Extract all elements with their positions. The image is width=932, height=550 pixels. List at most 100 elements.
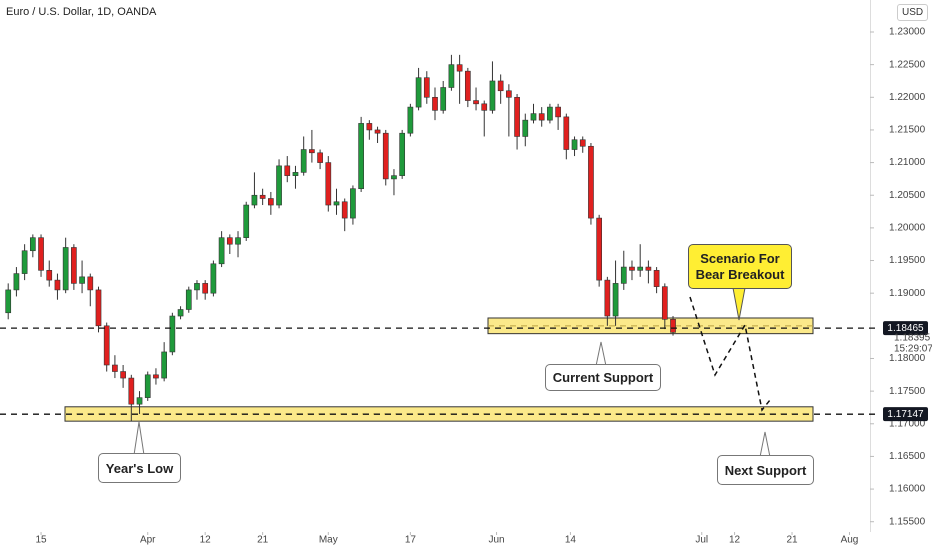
- candle-body: [604, 279, 611, 317]
- candle-body: [432, 96, 438, 111]
- candle-body: [136, 397, 143, 405]
- candle-body: [506, 90, 512, 98]
- callout: Scenario For Bear Breakout: [688, 244, 792, 289]
- candle-body: [251, 194, 258, 206]
- candle-body: [120, 371, 126, 379]
- candle-body: [514, 96, 520, 137]
- candle-body: [5, 289, 12, 314]
- candle-body: [448, 64, 455, 88]
- x-tick-label: Apr: [140, 535, 156, 546]
- candle-body: [637, 266, 644, 271]
- candle-body: [341, 201, 348, 219]
- candle-body: [579, 139, 586, 147]
- y-tick-label: 1.17000: [889, 418, 926, 429]
- y-tick-label: 1.17500: [889, 386, 926, 397]
- callout: Current Support: [545, 364, 661, 391]
- candle-body: [112, 364, 118, 372]
- y-tick-label: 1.15500: [889, 516, 926, 527]
- callout-pointer: [133, 421, 145, 456]
- candle-body: [276, 165, 282, 206]
- candle-body: [95, 289, 102, 327]
- candle-body: [612, 283, 619, 317]
- candle-body: [629, 266, 635, 271]
- candle-body: [292, 172, 299, 176]
- y-tick-label: 1.18000: [889, 353, 926, 364]
- candle-body: [547, 106, 553, 121]
- callout-pointer: [759, 431, 771, 458]
- candle-body: [300, 149, 307, 173]
- candle-body: [473, 100, 479, 105]
- candle-body: [284, 165, 291, 176]
- zones: [64, 317, 814, 422]
- candle-body: [317, 152, 323, 163]
- last-price: 1.18395: [894, 332, 931, 343]
- y-tick-label: 1.20000: [889, 223, 926, 234]
- plot: [5, 54, 676, 422]
- candle-body: [144, 374, 151, 398]
- candle-body: [54, 279, 61, 291]
- candle-body: [202, 283, 209, 294]
- candle-body: [456, 64, 463, 72]
- candle-body: [661, 286, 668, 320]
- countdown: 15:29:07: [894, 343, 932, 354]
- x-tick-label: 21: [786, 535, 798, 546]
- candle-body: [374, 129, 381, 134]
- candle-body: [177, 309, 184, 317]
- candle-body: [21, 250, 28, 274]
- y-tick-label: 1.19500: [889, 255, 926, 266]
- candle-body: [415, 77, 422, 108]
- price-label-box: [883, 321, 928, 336]
- candle-body: [194, 283, 200, 291]
- candle-body: [161, 351, 167, 379]
- x-tick-label: 21: [257, 535, 269, 546]
- candle-body: [87, 276, 94, 291]
- x-tick-label: 15: [35, 535, 47, 546]
- candle-body: [538, 113, 545, 121]
- x-tick-label: May: [319, 535, 338, 546]
- candle-body: [333, 201, 340, 206]
- y-tick-label: 1.22500: [889, 59, 926, 70]
- candle-body: [497, 80, 504, 92]
- currency: USD: [897, 4, 929, 21]
- candle-body: [620, 266, 627, 284]
- y-tick-label: 1.16000: [889, 484, 926, 495]
- candle-body: [382, 132, 389, 180]
- candle-body: [71, 247, 77, 284]
- x-tick-label: 17: [405, 535, 417, 546]
- candle-body: [645, 266, 652, 271]
- candle-body: [653, 270, 660, 287]
- y-tick-label: 1.19000: [889, 288, 926, 299]
- candle-body: [210, 263, 217, 294]
- candle-body: [489, 80, 496, 111]
- candle-body: [530, 113, 537, 121]
- price-label: 1.17147: [887, 409, 924, 420]
- x-tick-label: Aug: [841, 535, 859, 546]
- candle-body: [309, 149, 315, 154]
- callout: Next Support: [717, 455, 814, 485]
- candle-body: [169, 315, 176, 353]
- candle-body: [522, 119, 529, 137]
- x-tick-label: Jun: [488, 535, 504, 546]
- candle-body: [29, 237, 36, 252]
- y-tick-label: 1.21000: [889, 157, 926, 168]
- x-tick-label: 12: [200, 535, 212, 546]
- y-tick-label: 1.21500: [889, 125, 926, 136]
- candle-body: [153, 374, 159, 379]
- candle-body: [235, 237, 241, 245]
- candle-body: [563, 116, 570, 150]
- candle-body: [268, 198, 274, 206]
- candle-body: [350, 188, 356, 219]
- price-label: 1.18465: [887, 323, 924, 334]
- price-label-box: [883, 407, 928, 422]
- y-tick-label: 1.16500: [889, 451, 926, 462]
- candle-body: [226, 237, 233, 245]
- x-tick-label: Jul: [695, 535, 708, 546]
- candle-body: [243, 204, 250, 238]
- candle-body: [423, 77, 430, 98]
- candle-body: [555, 106, 561, 118]
- candle-body: [62, 247, 69, 291]
- candle-body: [218, 237, 225, 265]
- candle-body: [103, 325, 110, 366]
- candle-body: [399, 132, 406, 176]
